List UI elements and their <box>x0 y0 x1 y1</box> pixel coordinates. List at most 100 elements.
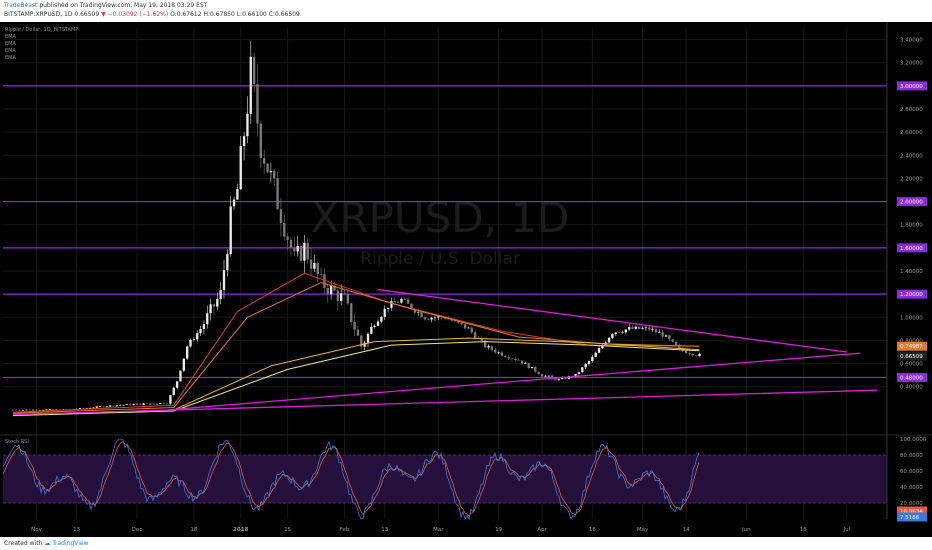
candle-body-114 <box>393 301 396 303</box>
tradingview-brand[interactable]: TradingView <box>52 540 89 547</box>
ema-line-3 <box>12 337 700 415</box>
candle-body-10 <box>45 409 48 411</box>
price-label-box-0 <box>897 341 927 351</box>
candle-body-87 <box>303 242 306 261</box>
time-tick-4: 2018 <box>233 527 248 533</box>
stoch-tick-5: 100.0000 <box>900 437 927 443</box>
candle-body-41 <box>149 403 152 405</box>
candle-body-12 <box>52 409 55 410</box>
candle-body-76 <box>266 163 269 173</box>
price-tick-3: 1.00000 <box>900 315 923 321</box>
candle-body-107 <box>370 326 373 334</box>
candle-body-31 <box>115 405 119 407</box>
candle-body-50 <box>179 370 182 382</box>
candle-body-96 <box>333 285 336 291</box>
time-tick-14: Jun <box>741 527 751 533</box>
candle-body-176 <box>601 345 604 349</box>
candle-body-173 <box>591 356 594 362</box>
candle-body-202 <box>688 353 691 355</box>
candle-body-82 <box>286 236 289 240</box>
candle-body-122 <box>420 312 423 318</box>
legend-ema-1: EMA <box>5 34 16 40</box>
candle-body-62 <box>219 289 222 300</box>
candle-body-157 <box>537 371 540 375</box>
level-box-1 <box>897 289 927 299</box>
candle-body-55 <box>196 333 199 340</box>
candle-body-201 <box>684 350 688 354</box>
candle-body-23 <box>88 408 92 409</box>
candle-body-68 <box>239 146 242 190</box>
chart-legend: Ripple / Dollar, 1D, BITSTAMP EMA EMA EM… <box>5 27 78 445</box>
candle-body-171 <box>584 364 587 368</box>
candle-body-115 <box>396 302 400 303</box>
candle-body-138 <box>473 332 477 339</box>
time-tick-5: 15 <box>284 527 291 533</box>
candle-body-92 <box>319 274 323 275</box>
chart-area[interactable]: XRPUSD, 1D Ripple / U.S. Dollar 0.40000 0… <box>0 22 932 537</box>
candle-body-160 <box>547 375 550 377</box>
price-label-1: 0.66509 <box>900 354 923 360</box>
candle-body-145 <box>497 352 500 353</box>
candle-body-204 <box>694 355 698 357</box>
candle-body-132 <box>453 320 457 322</box>
candle-body-184 <box>627 327 631 330</box>
candle-body-44 <box>159 403 162 404</box>
candle-body-113 <box>390 301 393 308</box>
candle-body-149 <box>510 358 514 360</box>
author-link[interactable]: TradeBeast <box>4 2 38 9</box>
candle-body-39 <box>142 403 145 405</box>
candle-body-35 <box>129 404 132 406</box>
candle-body-155 <box>530 367 534 369</box>
candle-body-91 <box>316 262 319 275</box>
down-arrow-icon: ▼ <box>101 11 106 18</box>
time-tick-2: Dec <box>132 527 143 533</box>
time-tick-15: 18 <box>800 527 807 533</box>
footer-bar: Created with ☁ TradingView <box>0 537 932 550</box>
price-label-box-1 <box>897 351 927 361</box>
candle-body-125 <box>430 317 433 320</box>
candle-body-83 <box>289 239 293 249</box>
candle-body-135 <box>463 324 467 329</box>
candle-body-195 <box>664 335 668 337</box>
watermark-symbol: XRPUSD, 1D <box>311 193 570 242</box>
candle-body-168 <box>574 373 577 377</box>
candle-body-180 <box>614 332 617 335</box>
candle-body-2 <box>18 410 21 411</box>
candle-body-101 <box>350 303 353 322</box>
candle-body-137 <box>470 327 473 333</box>
candle-body-78 <box>273 171 276 179</box>
candle-body-36 <box>132 404 135 406</box>
candle-body-95 <box>329 285 333 295</box>
time-tick-12: May <box>637 527 649 533</box>
level-label-0: 0.48000 <box>900 375 923 381</box>
candle-body-126 <box>433 317 437 319</box>
candle-body-22 <box>85 408 88 409</box>
candle-body-20 <box>78 408 82 410</box>
candle-body-150 <box>514 358 517 360</box>
price-chart-svg[interactable]: XRPUSD, 1D Ripple / U.S. Dollar 0.400000… <box>0 22 932 537</box>
candle-body-47 <box>169 395 172 404</box>
time-tick-9: 19 <box>495 527 502 533</box>
candle-body-93 <box>323 274 326 288</box>
candle-body-189 <box>644 327 648 329</box>
time-tick-3: 18 <box>190 527 197 533</box>
level-label-4: 3.00000 <box>900 84 923 90</box>
candle-body-74 <box>259 123 263 159</box>
axes: 0.40000 0.60000 0.80000 1.00000 1.20000 1.400… <box>31 22 927 533</box>
candle-body-0 <box>11 409 15 411</box>
candle-body-84 <box>293 248 296 252</box>
candle-body-194 <box>661 332 664 337</box>
candle-body-54 <box>192 339 196 341</box>
candle-body-53 <box>189 340 192 347</box>
candle-body-11 <box>48 409 52 410</box>
candle-body-203 <box>691 354 694 356</box>
stoch-label-0: 10.0634 <box>900 509 923 515</box>
candle-body-112 <box>386 307 390 310</box>
candle-body-181 <box>617 332 621 334</box>
candle-body-6 <box>31 409 35 411</box>
candle-body-183 <box>624 329 627 333</box>
candle-body-56 <box>199 329 202 334</box>
level-box-0 <box>897 372 927 382</box>
candle-body-205 <box>698 353 701 356</box>
tradingview-cloud-icon: ☁ <box>44 540 51 547</box>
